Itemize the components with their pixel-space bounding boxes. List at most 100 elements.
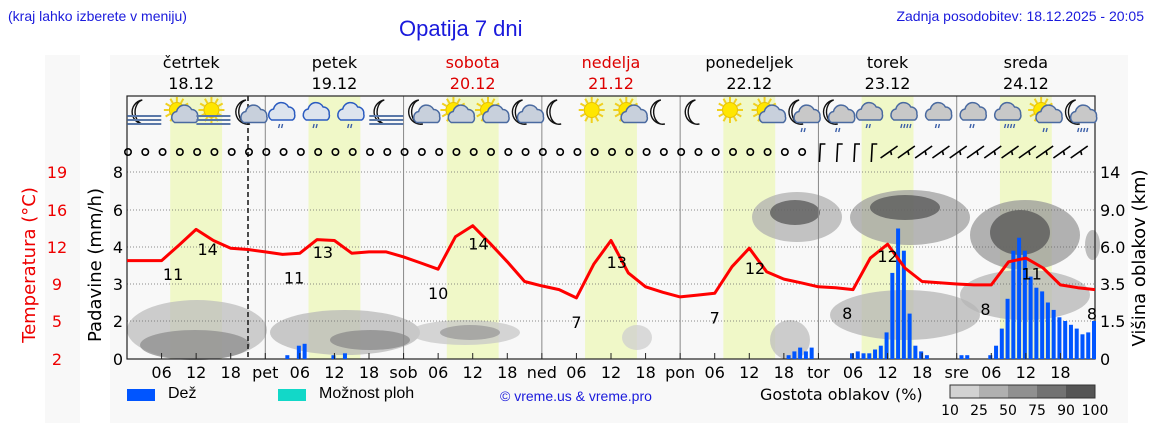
- rain-bar: [1074, 328, 1079, 359]
- wind-barb-icon: [1070, 145, 1089, 159]
- sun-cloud-rain-icon: [1028, 97, 1063, 133]
- wind-barb-icon: [931, 145, 950, 159]
- calm-wind-icon: [538, 148, 547, 157]
- sun-ray: [722, 116, 727, 122]
- wind-barb-icon: [818, 143, 826, 163]
- x-tick-label: 06: [981, 363, 1001, 382]
- calm-wind-icon: [296, 148, 305, 157]
- rain-drop: [347, 123, 350, 129]
- calm-wind-icon: [607, 148, 616, 157]
- temp-label: 8: [842, 304, 852, 323]
- rain-drop: [909, 123, 912, 129]
- rain-bar: [803, 351, 808, 359]
- sun-ray: [718, 102, 724, 107]
- temp-label: 13: [313, 243, 333, 262]
- rain-drop: [865, 123, 868, 129]
- moon-icon: [546, 99, 562, 125]
- x-tick-label: 18: [359, 363, 379, 382]
- rain-drop: [838, 127, 841, 133]
- cloud-density-swatch: [950, 385, 979, 398]
- rain-bar: [342, 353, 347, 359]
- sun-disc: [203, 102, 220, 118]
- sun-ray: [476, 102, 482, 107]
- cloud-density-tick: 90: [1057, 403, 1075, 419]
- cloud-density-tick: 25: [970, 403, 988, 419]
- rain-drop: [277, 123, 281, 129]
- calm-wind-icon: [400, 148, 409, 157]
- sun-disc: [583, 102, 600, 118]
- x-tick-label: 12: [463, 363, 483, 382]
- temp-label: 14: [197, 240, 217, 259]
- cloud-shape: [516, 104, 545, 124]
- sun-ray: [752, 102, 759, 107]
- temp-label: 10: [428, 284, 448, 303]
- temp-axis-tick: 19: [47, 163, 67, 182]
- sun-ray: [491, 98, 496, 104]
- x-tick-label: 12: [601, 363, 621, 382]
- sun-ray: [214, 98, 219, 104]
- moon-shape: [650, 99, 666, 125]
- calm-wind-icon: [728, 148, 737, 157]
- rain-drop: [280, 123, 284, 129]
- sun-cloud-icon: [163, 97, 199, 124]
- sun-ray: [736, 113, 742, 118]
- cloud-density-tick: 100: [1082, 403, 1109, 419]
- rain-drop: [1003, 123, 1007, 129]
- cloud-density-swatch: [979, 385, 1008, 398]
- copyright-link[interactable]: © vreme.us & vreme.pro: [500, 388, 652, 404]
- x-tick-label: tor: [807, 363, 830, 382]
- cloud-shape: [1035, 104, 1063, 124]
- rain-bar: [994, 345, 999, 359]
- cloud-shape: [855, 101, 884, 121]
- wind-barb-icon: [1035, 145, 1054, 159]
- temp-label: 12: [877, 247, 897, 266]
- cloud-shape: [482, 104, 510, 124]
- sun-ray: [579, 102, 586, 107]
- calm-wind-icon: [452, 148, 461, 157]
- cloud-height-tick: 6.0: [1100, 238, 1125, 257]
- sun-ray: [1029, 102, 1035, 107]
- sun-ray: [1044, 98, 1049, 104]
- sun-fog-icon: [196, 97, 231, 125]
- rain-bar: [1080, 334, 1085, 359]
- rain-bar: [798, 347, 803, 359]
- moon-cloud-rain-icon: [822, 99, 856, 133]
- daylight-band: [585, 96, 637, 359]
- rain-bar: [924, 355, 929, 359]
- sun-ray: [441, 102, 448, 107]
- cloud-density-tick: 75: [1028, 403, 1046, 419]
- cloud-height-tick: 1.5: [1100, 312, 1125, 331]
- cloud-density-blob: [990, 210, 1050, 255]
- cloud-shape: [793, 104, 821, 124]
- cloud-shape: [240, 104, 268, 124]
- sun-ray: [614, 102, 620, 107]
- cloud-density-swatch: [1037, 385, 1066, 398]
- sun-ray: [199, 102, 206, 107]
- rain-drop: [350, 123, 353, 129]
- storm-legend-swatch: [278, 389, 306, 401]
- cloud-shape: [994, 101, 1022, 121]
- wind-barb-icon: [914, 145, 933, 159]
- wind-barb-icon: [949, 145, 968, 159]
- x-tick-label: sre: [945, 363, 969, 382]
- temp-label: 8: [980, 300, 990, 319]
- rain-drop: [315, 123, 318, 129]
- x-tick-label: 18: [221, 363, 241, 382]
- cloud-drizzle-icon: [337, 101, 365, 129]
- wind-barb-icon: [870, 143, 878, 163]
- rain-legend-swatch: [127, 389, 155, 401]
- rain-bar: [1040, 291, 1045, 359]
- calm-wind-icon: [573, 148, 582, 157]
- day-name: sobota: [446, 53, 500, 72]
- calm-wind-icon: [625, 148, 634, 157]
- cloud-density-tick: 50: [999, 403, 1017, 419]
- rain-bar: [959, 355, 964, 359]
- moon-cloud-icon: [235, 99, 268, 125]
- rain-drop: [937, 123, 941, 129]
- moon-shape: [235, 99, 251, 125]
- rain-drop: [906, 123, 909, 129]
- rain-drop: [1006, 123, 1010, 129]
- moon-fog-icon: [127, 99, 162, 125]
- rain-legend-label: Dež: [168, 385, 197, 402]
- rain-bar: [896, 228, 901, 359]
